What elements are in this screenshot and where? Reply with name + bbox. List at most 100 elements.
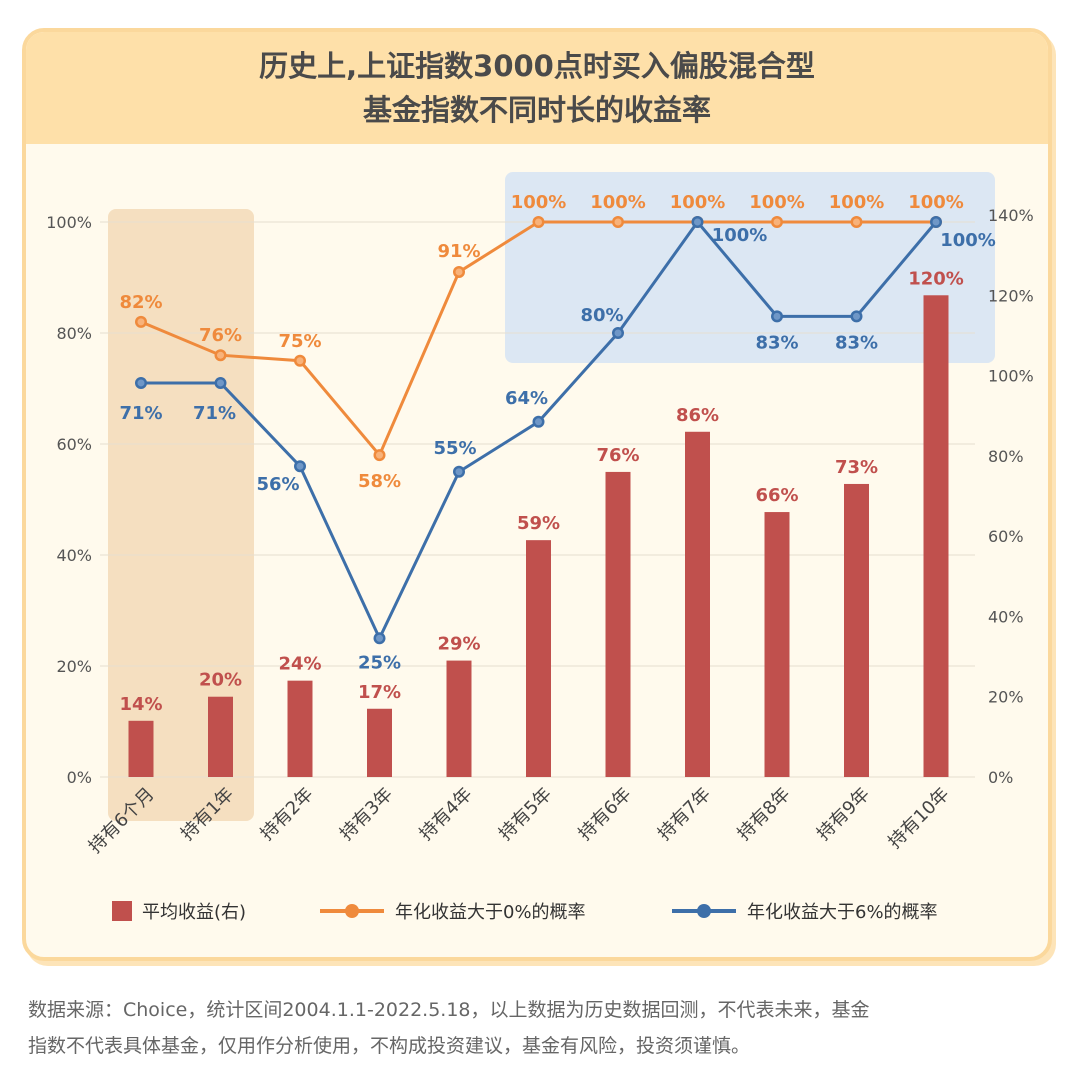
- line-data-label-blue: 56%: [256, 474, 299, 495]
- point-inner-orange: [296, 357, 304, 365]
- point-inner-blue: [694, 218, 701, 226]
- left-axis-tick: 80%: [56, 324, 92, 343]
- right-axis-tick: 60%: [988, 527, 1024, 546]
- point-inner-blue: [853, 312, 860, 320]
- bar-data-label: 24%: [278, 654, 321, 675]
- line-data-label-blue: 83%: [755, 332, 798, 353]
- bar-avg-return: [923, 295, 949, 777]
- line-data-label-blue: 55%: [433, 438, 476, 459]
- x-axis-tick: 持有3年: [336, 784, 397, 845]
- bar-avg-return: [844, 483, 869, 777]
- line-data-label-blue: 100%: [940, 230, 996, 251]
- highlight-short-term: [108, 209, 254, 821]
- bar-data-label: 76%: [596, 445, 639, 466]
- line-data-label-blue: 64%: [505, 388, 548, 409]
- right-axis-tick: 100%: [988, 367, 1034, 386]
- point-inner-orange: [535, 218, 542, 226]
- bar-data-label: 17%: [358, 682, 401, 703]
- point-inner-blue: [932, 218, 940, 226]
- line-data-label-orange: 100%: [511, 192, 567, 213]
- line-data-label-blue: 71%: [119, 403, 162, 424]
- line-data-label-orange: 100%: [670, 192, 726, 213]
- x-axis-tick: 持有2年: [256, 784, 317, 845]
- left-axis-tick: 20%: [56, 657, 92, 676]
- legend-marker: [697, 904, 711, 918]
- right-axis-tick: 40%: [988, 607, 1024, 626]
- point-inner-blue: [137, 379, 145, 387]
- bar-data-label: 29%: [437, 634, 480, 655]
- x-axis-tick: 持有6年: [574, 784, 635, 845]
- legend-bar-swatch: [112, 901, 132, 921]
- bar-avg-return: [367, 708, 392, 777]
- bar-data-label: 120%: [908, 268, 964, 289]
- line-data-label-orange: 75%: [278, 331, 321, 352]
- line-data-label-orange: 58%: [358, 471, 401, 492]
- bar-avg-return: [526, 540, 551, 777]
- bar-avg-return: [685, 431, 710, 777]
- point-inner-orange: [853, 218, 860, 226]
- point-inner-orange: [455, 268, 463, 276]
- title-band: 历史上,上证指数3000点时买入偏股混合型 基金指数不同时长的收益率: [26, 32, 1048, 144]
- bar-data-label: 59%: [517, 513, 560, 534]
- point-inner-orange: [773, 218, 781, 226]
- line-data-label-blue: 83%: [835, 332, 878, 353]
- bar-avg-return: [764, 512, 790, 777]
- right-axis-tick: 0%: [988, 768, 1013, 787]
- chart-title-line-1: 历史上,上证指数3000点时买入偏股混合型: [259, 49, 815, 83]
- point-inner-orange: [614, 218, 622, 226]
- x-axis-tick: 持有9年: [813, 784, 874, 845]
- point-inner-blue: [773, 312, 781, 320]
- footer-line-1: 数据来源：Choice，统计区间2004.1.1-2022.5.18，以上数据为…: [28, 999, 870, 1021]
- legend-bar-label: 平均收益(右): [142, 902, 246, 923]
- bar-data-label: 66%: [755, 485, 798, 506]
- left-axis-tick: 100%: [46, 213, 92, 232]
- point-inner-blue: [217, 379, 224, 387]
- line-data-label-orange: 100%: [908, 192, 964, 213]
- line-data-label-orange: 76%: [199, 325, 242, 346]
- left-axis-tick: 60%: [56, 435, 92, 454]
- x-axis-tick: 持有4年: [415, 784, 476, 845]
- line-data-label-orange: 100%: [829, 192, 885, 213]
- line-data-label-orange: 82%: [119, 292, 162, 313]
- left-axis-tick: 40%: [56, 546, 92, 565]
- line-data-label-orange: 100%: [590, 192, 646, 213]
- point-inner-orange: [376, 451, 383, 459]
- point-inner-orange: [137, 318, 145, 326]
- line-data-label-orange: 91%: [437, 241, 480, 262]
- bar-data-label: 14%: [119, 694, 162, 715]
- line-data-label-blue: 80%: [580, 305, 623, 326]
- bar-data-label: 20%: [199, 670, 242, 691]
- legend-marker: [345, 904, 359, 918]
- line-data-label-blue: 25%: [358, 652, 401, 673]
- legend-line-label: 年化收益大于6%的概率: [747, 902, 938, 923]
- bar-avg-return: [287, 680, 313, 777]
- point-inner-blue: [455, 468, 463, 476]
- bar-avg-return: [446, 660, 472, 777]
- point-inner-blue: [376, 634, 383, 642]
- highlight-long-term: [505, 172, 995, 363]
- bar-avg-return: [128, 720, 154, 777]
- right-axis-tick: 120%: [988, 286, 1034, 305]
- bar-data-label: 86%: [676, 405, 719, 426]
- x-axis-tick: 持有10年: [884, 784, 953, 853]
- x-axis-tick: 持有5年: [495, 784, 556, 845]
- x-axis-tick: 持有8年: [733, 784, 794, 845]
- bar-avg-return: [605, 471, 631, 777]
- point-inner-orange: [217, 351, 224, 359]
- right-axis-tick: 80%: [988, 447, 1024, 466]
- bar-avg-return: [208, 696, 233, 777]
- legend-line-label: 年化收益大于0%的概率: [395, 902, 586, 923]
- point-inner-blue: [296, 462, 304, 470]
- point-inner-blue: [535, 418, 542, 426]
- line-data-label-blue: 100%: [712, 225, 768, 246]
- left-axis-tick: 0%: [67, 768, 92, 787]
- bar-data-label: 73%: [835, 457, 878, 478]
- x-axis-tick: 持有7年: [654, 784, 715, 845]
- line-data-label-orange: 100%: [749, 192, 805, 213]
- chart-title-line-2: 基金指数不同时长的收益率: [362, 93, 711, 127]
- line-data-label-blue: 71%: [193, 403, 236, 424]
- point-inner-blue: [614, 329, 622, 337]
- footer-note: 数据来源：Choice，统计区间2004.1.1-2022.5.18，以上数据为…: [28, 992, 1058, 1064]
- right-axis-tick: 20%: [988, 688, 1024, 707]
